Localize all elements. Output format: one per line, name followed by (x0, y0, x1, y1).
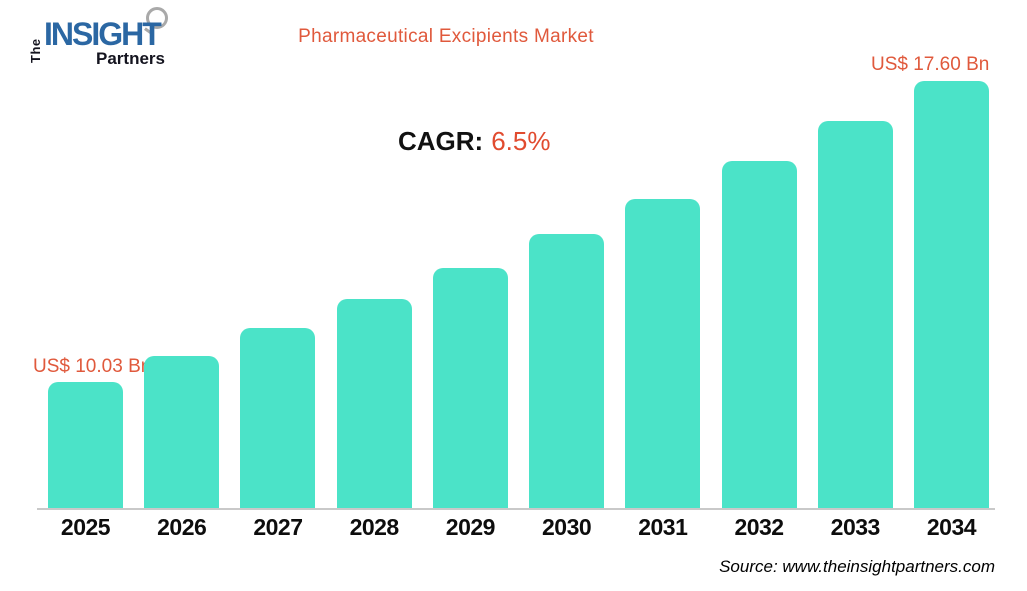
logo-word-the: The (28, 38, 43, 63)
x-axis-labels: 2025 2026 2027 2028 2029 2030 2031 2032 2033 2034 (48, 514, 989, 540)
bar-2027 (240, 328, 316, 509)
x-tick-2030: 2030 (542, 514, 592, 540)
source-attribution: Source: www.theinsightpartners.com (719, 557, 995, 576)
x-tick-2028: 2028 (349, 514, 400, 540)
bars (48, 81, 989, 509)
bar-2031 (625, 199, 701, 509)
x-tick-2032: 2032 (734, 514, 784, 540)
cagr-value: 6.5% (491, 126, 551, 156)
logo-word-insight: INSIGHT (44, 16, 162, 52)
chart-title: Pharmaceutical Excipients Market (298, 26, 594, 47)
x-tick-2025: 2025 (60, 514, 111, 540)
x-tick-2026: 2026 (157, 514, 207, 540)
x-tick-2027: 2027 (253, 514, 303, 540)
logo-word-partners: Partners (96, 49, 165, 68)
x-tick-2033: 2033 (830, 514, 881, 540)
insight-partners-logo: The INSIGHT Partners (28, 6, 193, 74)
bar-2034 (913, 81, 989, 509)
bar-2026 (144, 356, 220, 509)
cagr-annotation: CAGR: 6.5% (398, 127, 550, 156)
last-bar-value-label: US$ 17.60 Bn (871, 54, 990, 75)
bar-2029 (432, 268, 508, 509)
bar-2033 (817, 121, 893, 509)
first-bar-value-label: US$ 10.03 Bn (33, 356, 152, 377)
x-tick-2031: 2031 (638, 514, 688, 540)
bar-2025 (48, 382, 123, 509)
x-tick-2029: 2029 (445, 514, 496, 540)
bar-2028 (336, 299, 412, 509)
magnifier-lens-icon (146, 7, 168, 29)
x-tick-2034: 2034 (926, 514, 977, 540)
cagr-label: CAGR: (398, 126, 484, 156)
bar-2032 (721, 161, 797, 509)
bar-2030 (529, 234, 605, 509)
x-axis-line (37, 508, 995, 510)
